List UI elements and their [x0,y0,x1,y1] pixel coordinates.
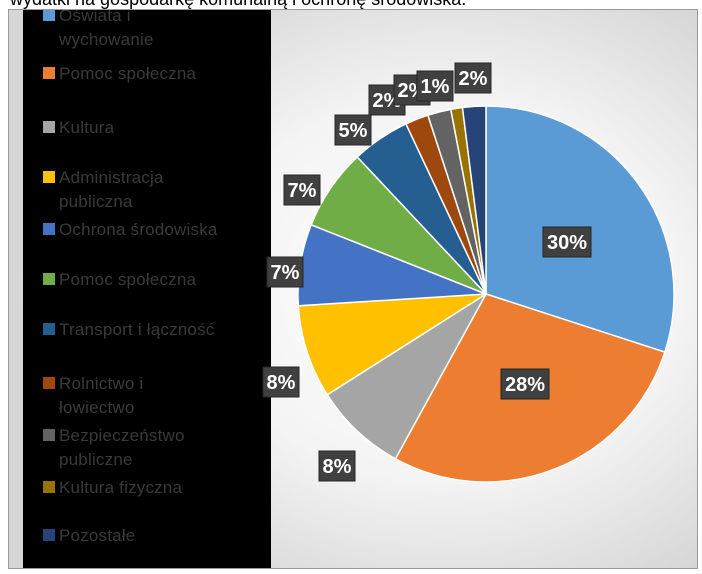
data-label-box [454,62,492,94]
data-label-box [334,114,372,146]
legend-label: Bezpieczeństwo [59,426,185,445]
data-label-text: 5% [339,120,368,142]
legend-swatch [43,67,55,79]
legend-label-line2: łowiectwo [59,398,135,417]
legend-swatch [43,481,55,493]
legend: Oświata i wychowanie Pomoc społeczna Kultur… [23,10,271,568]
legend-item: Kultura fizyczna [43,476,283,500]
legend-item: Ochrona środowiska [43,218,283,242]
data-label-box [416,70,454,102]
legend-swatch [43,171,55,183]
pie-slice [461,105,487,295]
legend-item: Oświata i wychowanie [43,9,283,52]
data-label: 1% [416,70,454,102]
legend-label-line2: wychowanie [59,30,154,49]
legend-swatch [43,323,55,335]
legend-item: Bezpieczeństwo publiczne [43,424,283,472]
legend-swatch [43,377,55,389]
data-label: 2% [454,62,492,94]
legend-swatch [43,429,55,441]
legend-label: Rolnictwo i [59,374,144,393]
legend-swatch [43,223,55,235]
legend-label: Kultura [59,118,115,137]
data-label-text: 8% [323,456,352,478]
legend-label: Pomoc społeczna [59,64,197,83]
data-label: 30% [542,226,592,258]
data-label: 8% [262,366,300,398]
legend-label-line2: publiczna [59,192,133,211]
data-label: 7% [266,256,304,288]
legend-label-line2: publiczne [59,450,133,469]
legend-label: Kultura fizyczna [59,478,183,497]
pie-slice [326,293,487,460]
data-label: 5% [334,114,372,146]
data-label-text: 8% [267,372,296,394]
data-label-text: 7% [288,180,317,202]
legend-item: Pomoc społeczna [43,62,283,86]
legend-swatch [43,10,55,21]
legend-label: Ochrona środowiska [59,220,218,239]
pie-slice [297,293,487,396]
legend-item: Pozostałe [43,524,283,548]
data-label: 28% [500,368,550,400]
data-label-text: 1% [421,76,450,98]
data-label-text: 7% [271,262,300,284]
legend-label: Administracja [59,168,164,187]
data-label-box [542,226,592,258]
legend-item: Pomoc społeczna [43,268,283,292]
legend-label: Pomoc społeczna [59,270,197,289]
data-label-text: 30% [547,232,587,254]
legend-item: Rolnictwo i łowiectwo [43,372,283,420]
legend-swatch [43,529,55,541]
legend-label: Pozostałe [59,526,136,545]
data-label-box [500,368,550,400]
legend-swatch [43,273,55,285]
data-label-box [318,450,356,482]
pie-chart: 30%28%8%8%7%7%5%2%2%1% 2% [262,62,675,483]
legend-item: Administracja publiczna [43,166,283,214]
legend-item: Kultura [43,116,283,140]
legend-label: Transport i łączność [59,320,215,339]
data-label: 8% [318,450,356,482]
data-label-box [266,256,304,288]
data-label-text: 2% [459,68,488,90]
legend-label: Oświata i [59,9,131,25]
chart-area: Oświata i wychowanie Pomoc społeczna Kultur… [8,9,698,569]
data-label-box [283,174,321,206]
data-label-text: 28% [505,374,545,396]
legend-swatch [43,121,55,133]
data-label: 7% [283,174,321,206]
legend-item: Transport i łączność [43,318,283,342]
chart-caption: wydatki na gospodarkę komunalną i ochron… [10,0,700,10]
data-label-box [262,366,300,398]
